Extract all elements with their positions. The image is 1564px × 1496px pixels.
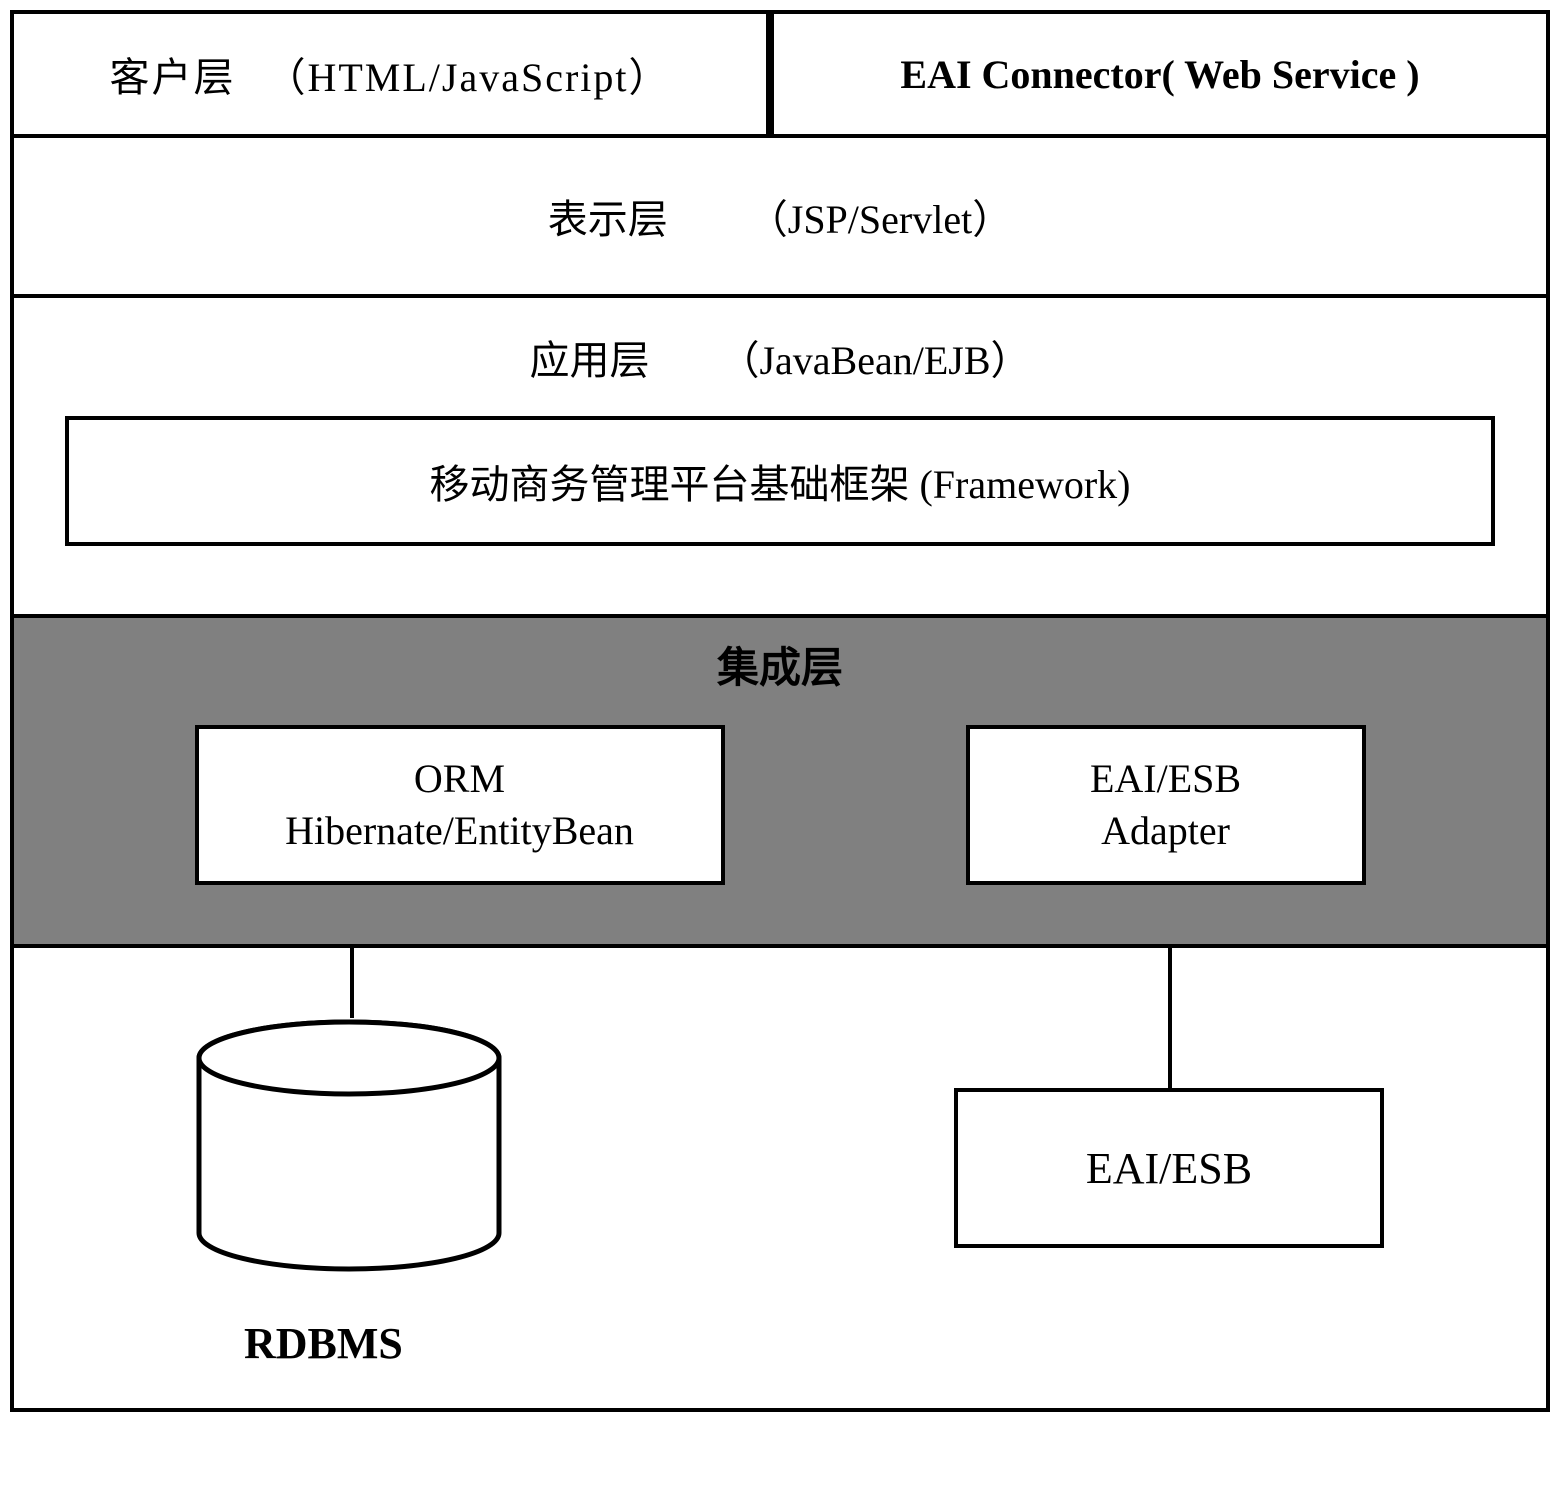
architecture-diagram: 客户层 （HTML/JavaScript） EAI Connector( Web… xyxy=(10,10,1550,1412)
application-label-cn: 应用层 xyxy=(529,328,649,386)
presentation-layer-row: 表示层 （JSP/Servlet） xyxy=(14,138,1546,298)
eai-adapter-box: EAI/ESB Adapter xyxy=(966,725,1366,885)
framework-box: 移动商务管理平台基础框架 (Framework) xyxy=(65,416,1495,546)
client-layer-box: 客户层 （HTML/JavaScript） xyxy=(14,14,774,134)
orm-box: ORM Hibernate/EntityBean xyxy=(195,725,725,885)
application-label-tech: （JavaBean/EJB） xyxy=(719,328,1030,386)
application-title: 应用层 （JavaBean/EJB） xyxy=(529,328,1030,386)
orm-line1: ORM xyxy=(414,753,505,805)
connector-adapter-to-eai xyxy=(1168,948,1172,1088)
eai-adapter-line1: EAI/ESB xyxy=(1090,753,1241,805)
application-layer-row: 应用层 （JavaBean/EJB） 移动商务管理平台基础框架 (Framewo… xyxy=(14,298,1546,618)
client-layer-label-tech: （HTML/JavaScript） xyxy=(265,45,670,103)
eai-adapter-line2: Adapter xyxy=(1101,805,1230,857)
eai-connector-box: EAI Connector( Web Service ) xyxy=(774,14,1546,134)
row-client-eai: 客户层 （HTML/JavaScript） EAI Connector( Web… xyxy=(14,14,1546,138)
eai-esb-box: EAI/ESB xyxy=(954,1088,1384,1248)
rdbms-label: RDBMS xyxy=(244,1318,403,1369)
presentation-label-cn: 表示层 xyxy=(548,187,668,245)
orm-line2: Hibernate/EntityBean xyxy=(285,805,634,857)
connector-orm-to-db xyxy=(350,948,354,1018)
framework-label: 移动商务管理平台基础框架 (Framework) xyxy=(429,452,1130,510)
client-layer-label-cn: 客户层 xyxy=(109,45,235,103)
presentation-label-tech: （JSP/Servlet） xyxy=(748,187,1012,245)
integration-layer-row: 集成层 ORM Hibernate/EntityBean EAI/ESB Ada… xyxy=(14,618,1546,948)
data-layer-row: RDBMS EAI/ESB xyxy=(14,948,1546,1408)
eai-esb-label: EAI/ESB xyxy=(1086,1143,1252,1194)
eai-connector-label: EAI Connector( Web Service ) xyxy=(900,51,1419,98)
presentation-layer-box: 表示层 （JSP/Servlet） xyxy=(14,138,1546,294)
integration-title: 集成层 xyxy=(717,634,843,695)
database-cylinder-icon xyxy=(194,1018,504,1278)
